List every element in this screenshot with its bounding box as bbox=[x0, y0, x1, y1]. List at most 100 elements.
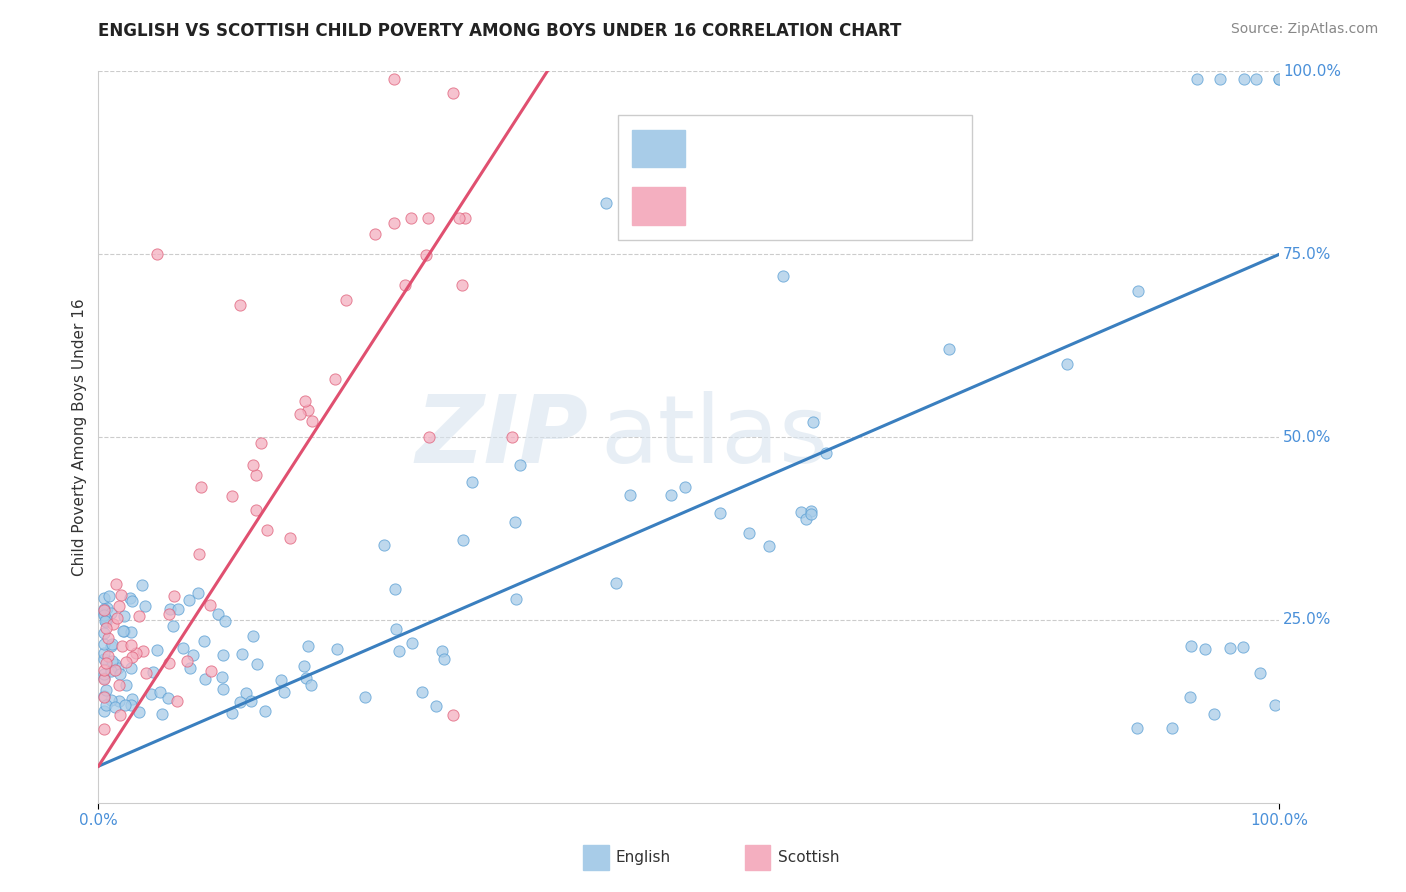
Text: 0.785: 0.785 bbox=[752, 197, 806, 215]
Text: atlas: atlas bbox=[600, 391, 828, 483]
Point bbox=[108, 694, 131, 708]
Point bbox=[100, 607, 122, 621]
Point bbox=[595, 196, 617, 211]
Point bbox=[111, 624, 134, 639]
Point bbox=[108, 599, 131, 613]
Point bbox=[93, 602, 115, 616]
Point bbox=[132, 643, 155, 657]
Point bbox=[193, 634, 215, 648]
Text: R =: R = bbox=[703, 140, 740, 158]
Point bbox=[94, 612, 117, 626]
Point bbox=[93, 651, 115, 665]
Point bbox=[207, 607, 229, 621]
Point bbox=[278, 532, 301, 546]
Point bbox=[678, 174, 700, 188]
Point bbox=[297, 403, 319, 417]
Point bbox=[382, 216, 405, 230]
Point bbox=[454, 211, 477, 225]
Point bbox=[758, 540, 780, 554]
Text: 0.612: 0.612 bbox=[752, 140, 806, 158]
Point bbox=[235, 686, 257, 700]
Point bbox=[115, 678, 138, 692]
Point bbox=[98, 589, 121, 603]
Point bbox=[167, 601, 190, 615]
Point bbox=[354, 690, 377, 705]
Point bbox=[212, 648, 235, 662]
Text: Scottish: Scottish bbox=[778, 850, 839, 865]
Point bbox=[1268, 71, 1291, 86]
Point bbox=[416, 211, 439, 225]
Point bbox=[179, 661, 201, 675]
Point bbox=[297, 639, 319, 653]
Point bbox=[150, 707, 173, 722]
Point bbox=[146, 643, 169, 657]
Point bbox=[188, 547, 211, 561]
Point bbox=[94, 656, 117, 670]
Point bbox=[242, 629, 264, 643]
Point bbox=[110, 588, 132, 602]
Point bbox=[93, 607, 115, 621]
Point bbox=[105, 576, 128, 591]
Point bbox=[93, 646, 115, 660]
Point bbox=[273, 685, 295, 699]
FancyBboxPatch shape bbox=[619, 115, 973, 240]
Text: Source: ZipAtlas.com: Source: ZipAtlas.com bbox=[1230, 22, 1378, 37]
Point bbox=[1249, 665, 1271, 680]
Point bbox=[938, 343, 960, 357]
Point bbox=[1185, 71, 1208, 86]
Point bbox=[270, 673, 292, 687]
Point bbox=[110, 707, 132, 722]
Point bbox=[815, 446, 838, 460]
Point bbox=[738, 526, 761, 541]
Point bbox=[114, 655, 136, 669]
Point bbox=[245, 503, 267, 517]
Point bbox=[800, 504, 823, 518]
Point bbox=[323, 371, 346, 385]
Point bbox=[135, 665, 157, 680]
Point bbox=[441, 708, 464, 723]
Text: ZIP: ZIP bbox=[416, 391, 589, 483]
Point bbox=[146, 247, 169, 261]
Point bbox=[1126, 721, 1149, 735]
Point bbox=[214, 615, 236, 629]
Point bbox=[93, 607, 115, 622]
Point bbox=[447, 211, 470, 225]
Point bbox=[411, 685, 433, 699]
Point bbox=[93, 723, 115, 737]
Point bbox=[461, 475, 484, 489]
Point bbox=[401, 211, 423, 225]
Point bbox=[503, 515, 526, 529]
Point bbox=[103, 699, 125, 714]
Point bbox=[134, 599, 156, 613]
Point bbox=[790, 505, 813, 519]
Point bbox=[1204, 707, 1226, 722]
Point bbox=[93, 626, 115, 640]
Bar bbox=[633, 187, 685, 225]
Point bbox=[326, 642, 349, 657]
Point bbox=[93, 672, 115, 686]
Point bbox=[245, 467, 267, 482]
Point bbox=[100, 665, 122, 679]
Point bbox=[295, 671, 318, 685]
Point bbox=[166, 693, 188, 707]
Point bbox=[177, 593, 200, 607]
Point bbox=[1268, 71, 1291, 86]
Point bbox=[200, 664, 222, 678]
Point bbox=[605, 575, 627, 590]
Point bbox=[125, 646, 148, 660]
Point bbox=[94, 614, 117, 628]
Point bbox=[1126, 284, 1149, 298]
Point bbox=[294, 393, 316, 408]
Point bbox=[176, 654, 198, 668]
Text: 25.0%: 25.0% bbox=[1284, 613, 1331, 627]
Point bbox=[157, 656, 180, 670]
Point bbox=[108, 678, 131, 692]
Point bbox=[163, 590, 186, 604]
Point bbox=[93, 666, 115, 681]
Point bbox=[221, 489, 243, 503]
Point bbox=[242, 458, 264, 472]
Point bbox=[382, 71, 405, 86]
Point bbox=[94, 683, 117, 698]
Point bbox=[415, 248, 437, 262]
Point bbox=[240, 694, 263, 708]
